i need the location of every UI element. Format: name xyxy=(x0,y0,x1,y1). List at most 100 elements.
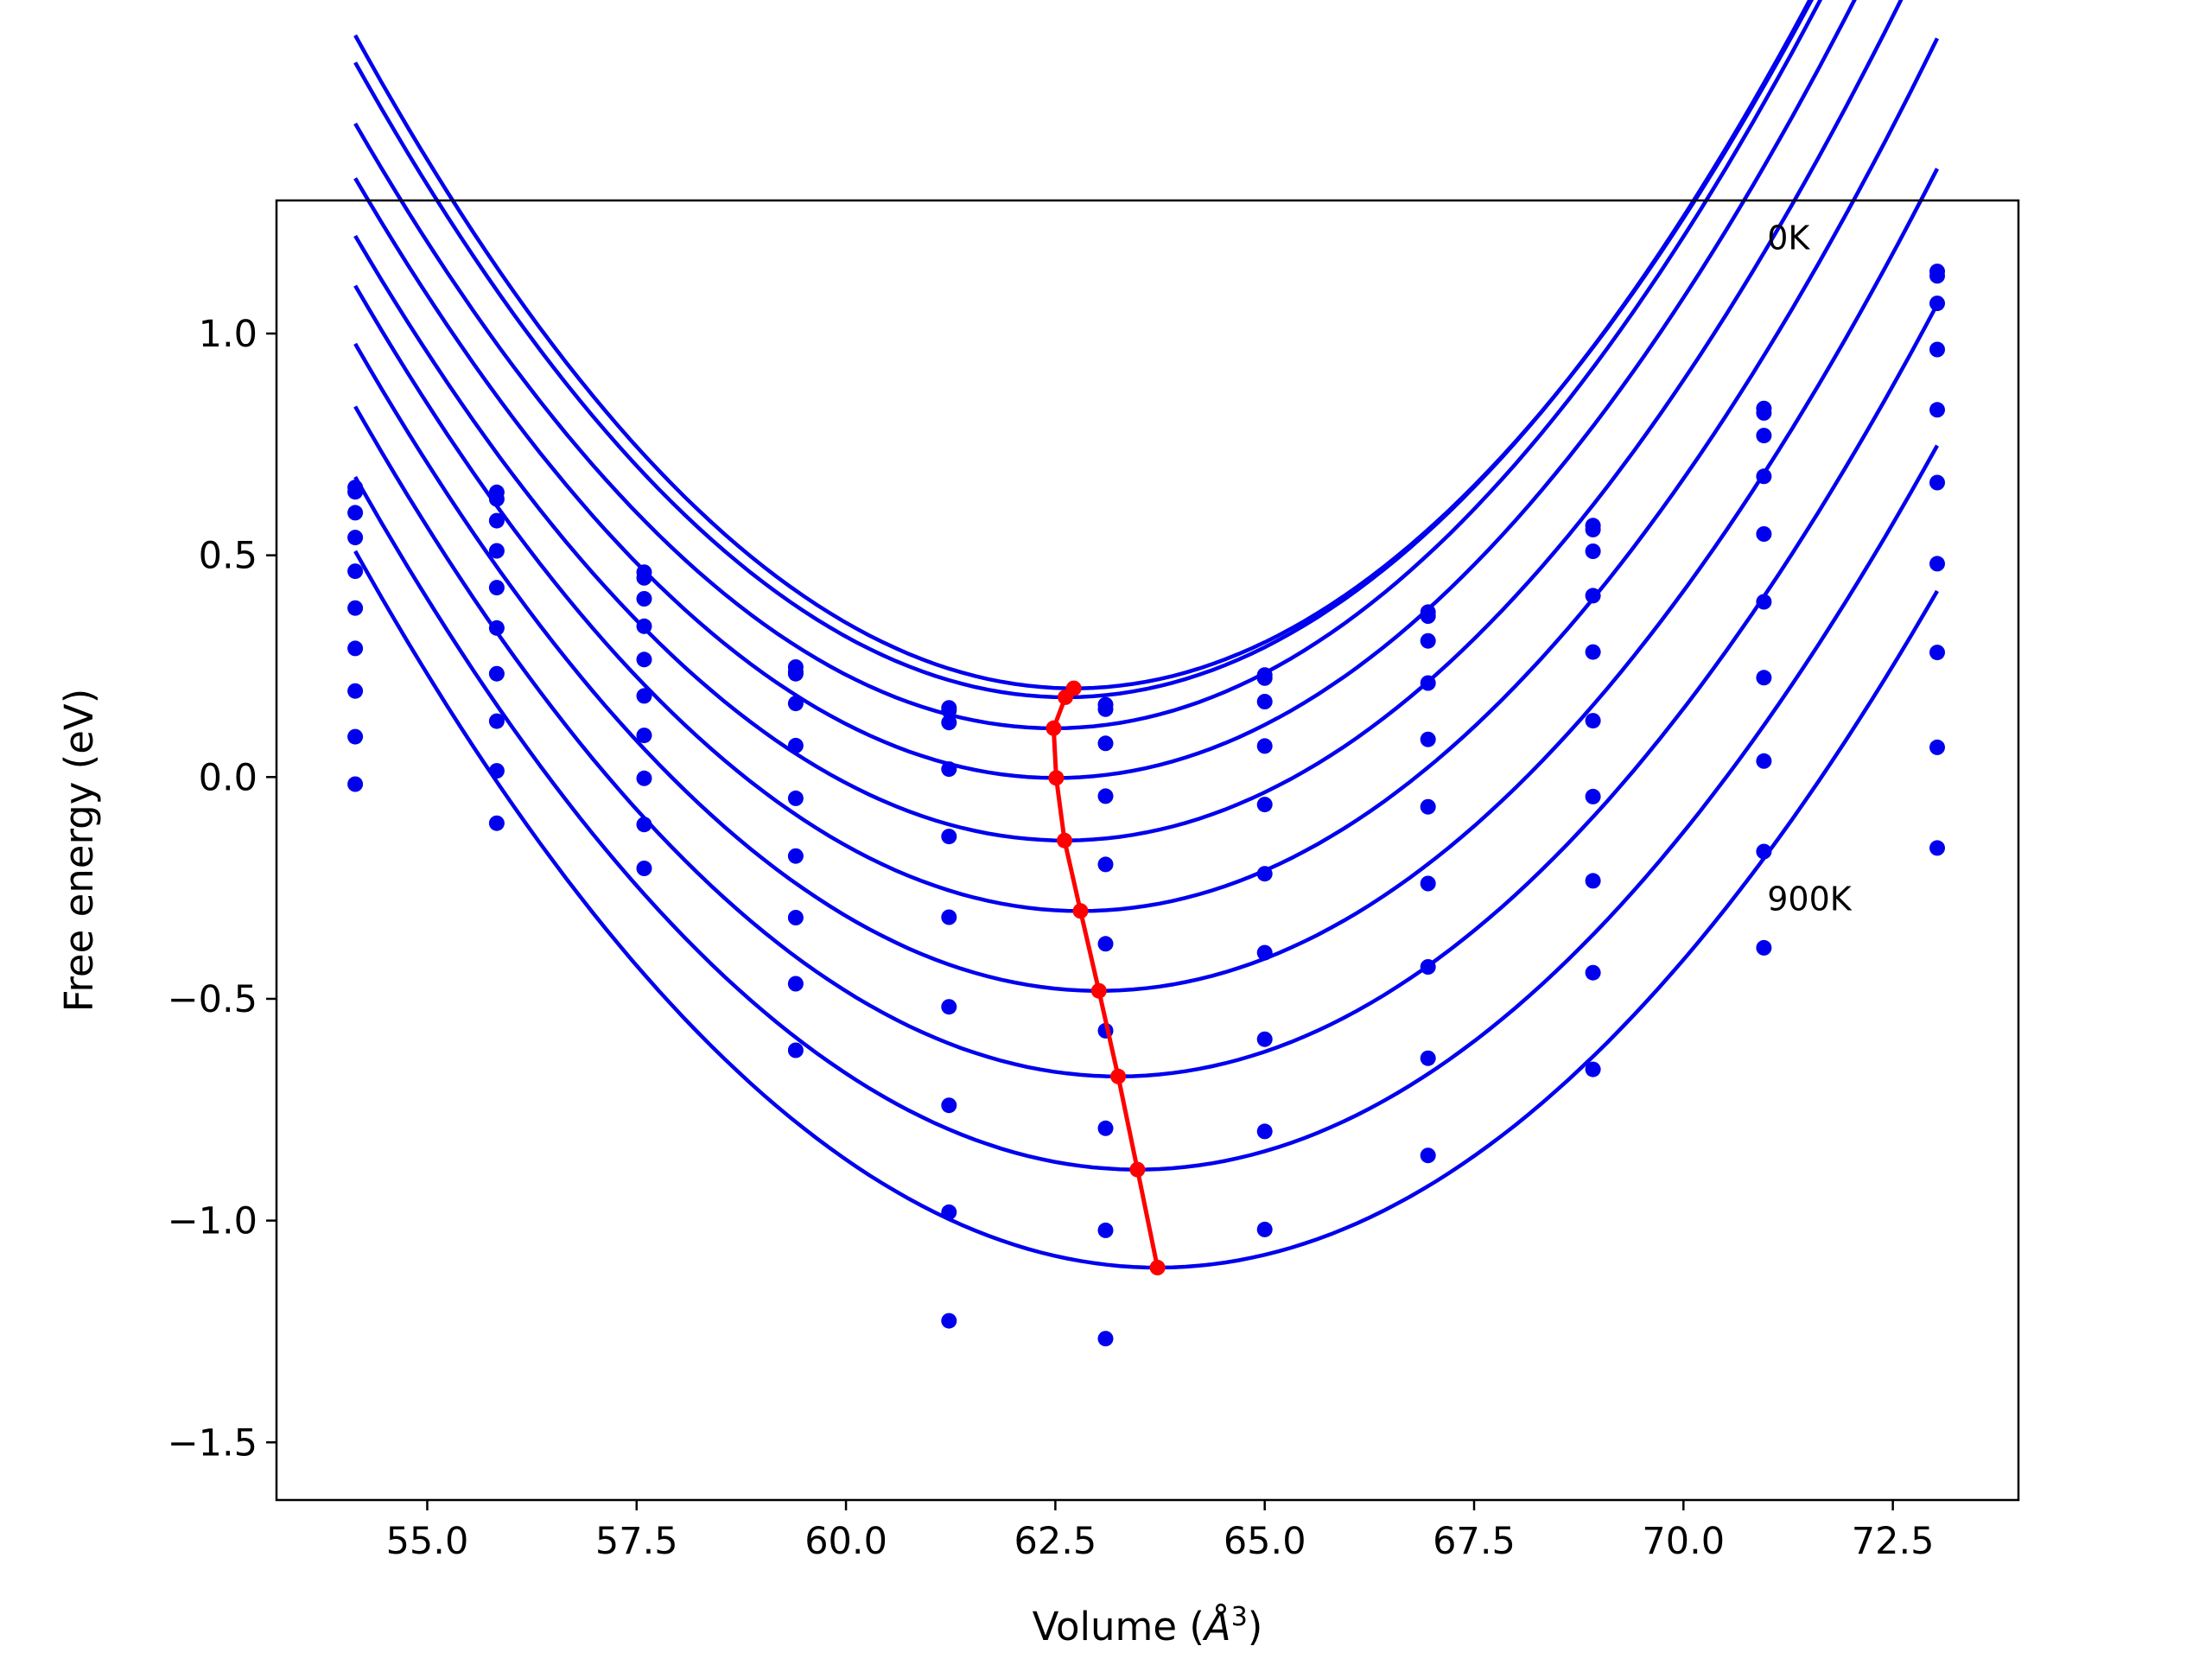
data-point xyxy=(1256,1031,1273,1047)
data-point xyxy=(1585,521,1601,537)
data-point xyxy=(1929,474,1945,491)
data-point xyxy=(1256,944,1273,961)
data-point xyxy=(347,563,364,580)
data-point xyxy=(941,702,957,719)
y-tick-label: −1.0 xyxy=(168,1200,257,1243)
data-point xyxy=(1929,645,1945,661)
annotation-label: 900K xyxy=(1767,880,1853,918)
x-axis-label-exponent: 3 xyxy=(1231,1602,1248,1632)
plot-frame xyxy=(275,199,2020,1502)
minimum-point xyxy=(1110,1068,1127,1084)
data-point xyxy=(347,505,364,521)
data-point xyxy=(787,848,804,864)
y-tick-label: 0.0 xyxy=(199,756,257,799)
data-point xyxy=(1585,1061,1601,1077)
data-point xyxy=(1420,798,1436,815)
data-point xyxy=(1756,670,1772,686)
data-point xyxy=(636,688,652,704)
annotations: 0K 900K xyxy=(1767,219,1853,918)
data-point xyxy=(1756,526,1772,542)
data-point xyxy=(1097,1222,1114,1238)
y-tick-label: 1.0 xyxy=(199,313,257,356)
x-axis-ticks: 55.0 57.5 60.0 62.5 65.0 67.5 70.0 72.5 xyxy=(386,1500,1935,1563)
data-point xyxy=(347,530,364,546)
data-point xyxy=(1929,296,1945,312)
data-point xyxy=(488,763,505,779)
data-point xyxy=(347,776,364,792)
data-point xyxy=(941,761,957,778)
data-point xyxy=(1097,788,1114,804)
data-point xyxy=(636,861,652,876)
x-tick-label: 65.0 xyxy=(1224,1520,1306,1563)
x-tick-label: 70.0 xyxy=(1642,1520,1725,1563)
data-point xyxy=(1097,856,1114,873)
data-point xyxy=(1420,608,1436,624)
data-point xyxy=(941,829,957,845)
fit-curve-7 xyxy=(353,303,1939,1079)
data-point xyxy=(1756,404,1772,421)
data-point xyxy=(1929,556,1945,572)
data-point xyxy=(787,976,804,992)
data-point xyxy=(636,618,652,634)
data-point xyxy=(636,591,652,607)
data-point xyxy=(488,815,505,831)
minimum-point xyxy=(1048,770,1065,786)
minimum-point xyxy=(1149,1260,1166,1275)
data-point xyxy=(488,713,505,729)
y-axis-ticks: −1.5 −1.0 −0.5 0.0 0.5 1.0 xyxy=(168,313,276,1465)
fit-curve-8 xyxy=(353,444,1939,1172)
data-point xyxy=(1585,713,1601,729)
fit-curve-6 xyxy=(353,168,1940,993)
data-point xyxy=(636,817,652,833)
data-point xyxy=(787,790,804,806)
data-point xyxy=(787,1042,804,1058)
data-point xyxy=(1256,694,1273,709)
data-point xyxy=(347,728,364,745)
x-tick-label: 72.5 xyxy=(1852,1520,1935,1563)
data-point xyxy=(347,640,364,657)
data-point xyxy=(1585,644,1601,660)
minimum-point xyxy=(1058,689,1073,705)
data-point xyxy=(1097,1120,1114,1136)
fit-curve-5 xyxy=(353,37,1940,913)
data-point xyxy=(1256,1221,1273,1237)
y-tick-label: −1.5 xyxy=(168,1421,257,1465)
data-points xyxy=(347,264,1945,1347)
y-tick-label: −0.5 xyxy=(168,978,257,1021)
data-point xyxy=(1420,1147,1436,1164)
data-point xyxy=(1929,268,1945,284)
data-point xyxy=(1256,738,1273,754)
annotation-label: 0K xyxy=(1767,219,1810,257)
data-point xyxy=(1585,873,1601,889)
data-point xyxy=(636,652,652,668)
fit-curve-2 xyxy=(353,0,1823,731)
data-point xyxy=(941,1313,957,1329)
data-point xyxy=(1256,866,1273,882)
data-point xyxy=(941,909,957,925)
data-point xyxy=(787,665,804,682)
y-tick-label: 0.5 xyxy=(199,535,257,578)
data-point xyxy=(636,569,652,586)
fit-curves xyxy=(353,0,1940,1270)
data-point xyxy=(1420,959,1436,975)
data-point xyxy=(488,543,505,559)
data-point xyxy=(636,728,652,744)
minimum-line xyxy=(1046,680,1166,1275)
data-point xyxy=(941,1097,957,1114)
y-axis-label: Free energy (eV) xyxy=(56,689,102,1012)
data-point xyxy=(488,491,505,507)
data-point xyxy=(787,910,804,925)
data-point xyxy=(1756,428,1772,444)
data-point xyxy=(488,580,505,596)
data-point xyxy=(1756,468,1772,485)
data-point xyxy=(1585,964,1601,981)
data-point xyxy=(1756,753,1772,769)
x-axis-label-close: ) xyxy=(1248,1604,1263,1649)
fit-curve-3 xyxy=(353,0,1857,780)
data-point xyxy=(941,715,957,731)
x-tick-label: 57.5 xyxy=(595,1520,678,1563)
data-point xyxy=(636,770,652,786)
data-point xyxy=(1097,936,1114,952)
data-point xyxy=(347,600,364,616)
